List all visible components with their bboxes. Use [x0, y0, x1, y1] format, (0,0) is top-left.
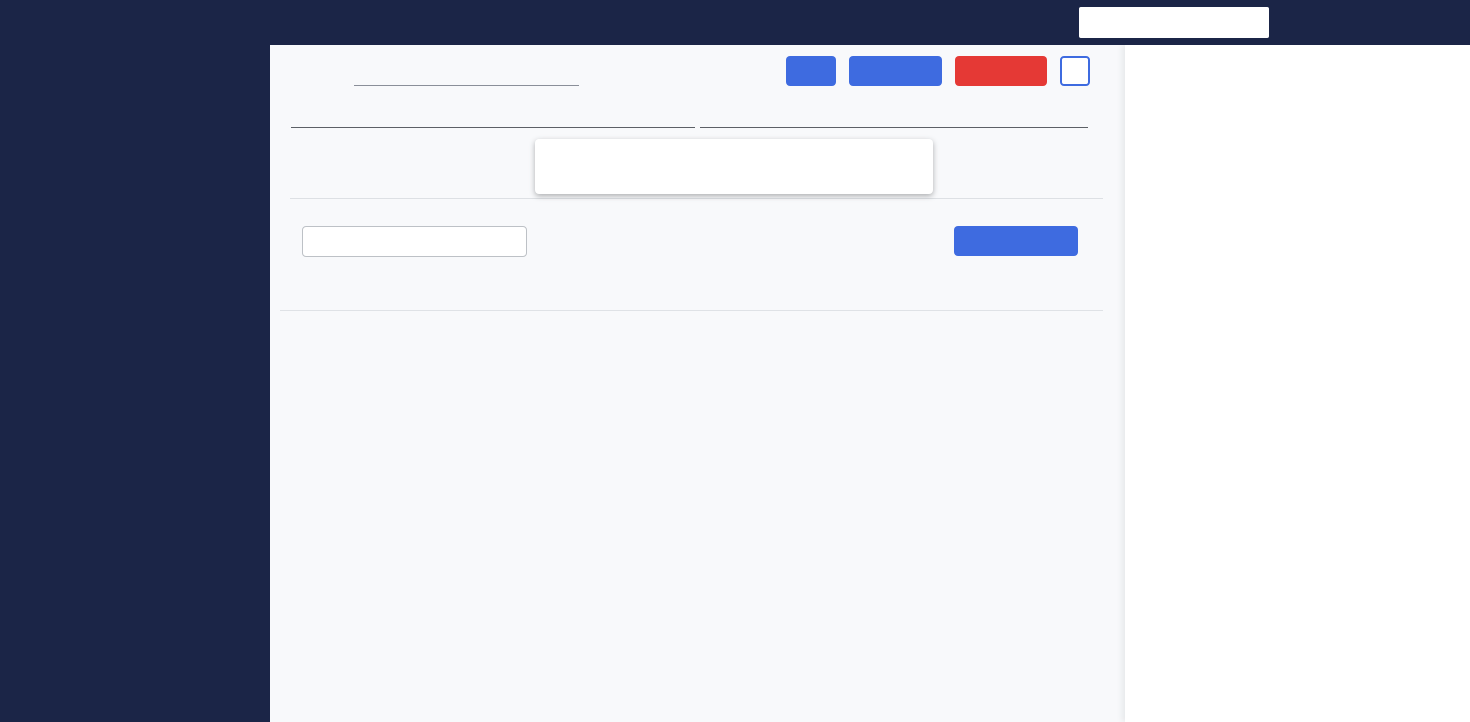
help-icon — [1065, 61, 1085, 81]
breadcrumb — [291, 57, 579, 89]
chevron-down-icon — [1393, 13, 1412, 32]
clear-search-icon[interactable] — [1228, 14, 1246, 32]
accounts-search-input[interactable] — [339, 234, 516, 249]
user-menu[interactable] — [1352, 10, 1412, 35]
refresh-icon[interactable] — [565, 232, 584, 251]
accounts-table — [280, 281, 1103, 311]
client-select[interactable] — [354, 61, 579, 86]
chevron-right-icon — [298, 63, 318, 83]
tab-bar — [290, 163, 1103, 199]
chevron-down-icon[interactable] — [560, 61, 579, 80]
accounts-table-header — [280, 281, 1103, 311]
name-field-underline — [291, 127, 695, 128]
error-icon — [551, 163, 568, 180]
global-search-input[interactable] — [1089, 15, 1228, 30]
user-avatar-icon — [1352, 10, 1377, 35]
code-field — [700, 109, 1088, 128]
tooltip-warning — [551, 163, 921, 180]
help-button[interactable] — [1060, 56, 1090, 86]
code-field-label-row — [700, 109, 1088, 121]
copy-icon — [892, 63, 908, 79]
help-icon[interactable] — [295, 109, 307, 121]
add-accounts-button[interactable] — [954, 226, 1078, 256]
name-field-label-row — [291, 109, 695, 121]
copy-button[interactable] — [849, 56, 942, 86]
code-field-underline — [700, 127, 1088, 128]
delete-button[interactable] — [955, 56, 1047, 86]
name-field — [291, 109, 695, 128]
clear-client-icon[interactable] — [538, 61, 557, 80]
sidebar — [0, 45, 270, 722]
save-button[interactable] — [786, 56, 836, 86]
chevron-down-icon — [1293, 13, 1312, 32]
logout-icon[interactable] — [1432, 12, 1454, 34]
search-dropdown-caret-icon[interactable] — [1246, 13, 1265, 32]
toolbar — [786, 56, 1090, 86]
search-icon — [313, 233, 330, 250]
filter-icon[interactable] — [541, 233, 559, 251]
trash-icon — [997, 63, 1013, 79]
global-search — [1079, 7, 1269, 38]
menu-icon[interactable] — [13, 10, 39, 36]
accounts-search — [302, 226, 527, 257]
language-selector[interactable] — [1291, 13, 1312, 32]
help-icon[interactable] — [704, 109, 716, 121]
docs-panel — [1125, 45, 1470, 722]
topbar — [0, 0, 1470, 45]
code-tooltip — [535, 139, 933, 194]
